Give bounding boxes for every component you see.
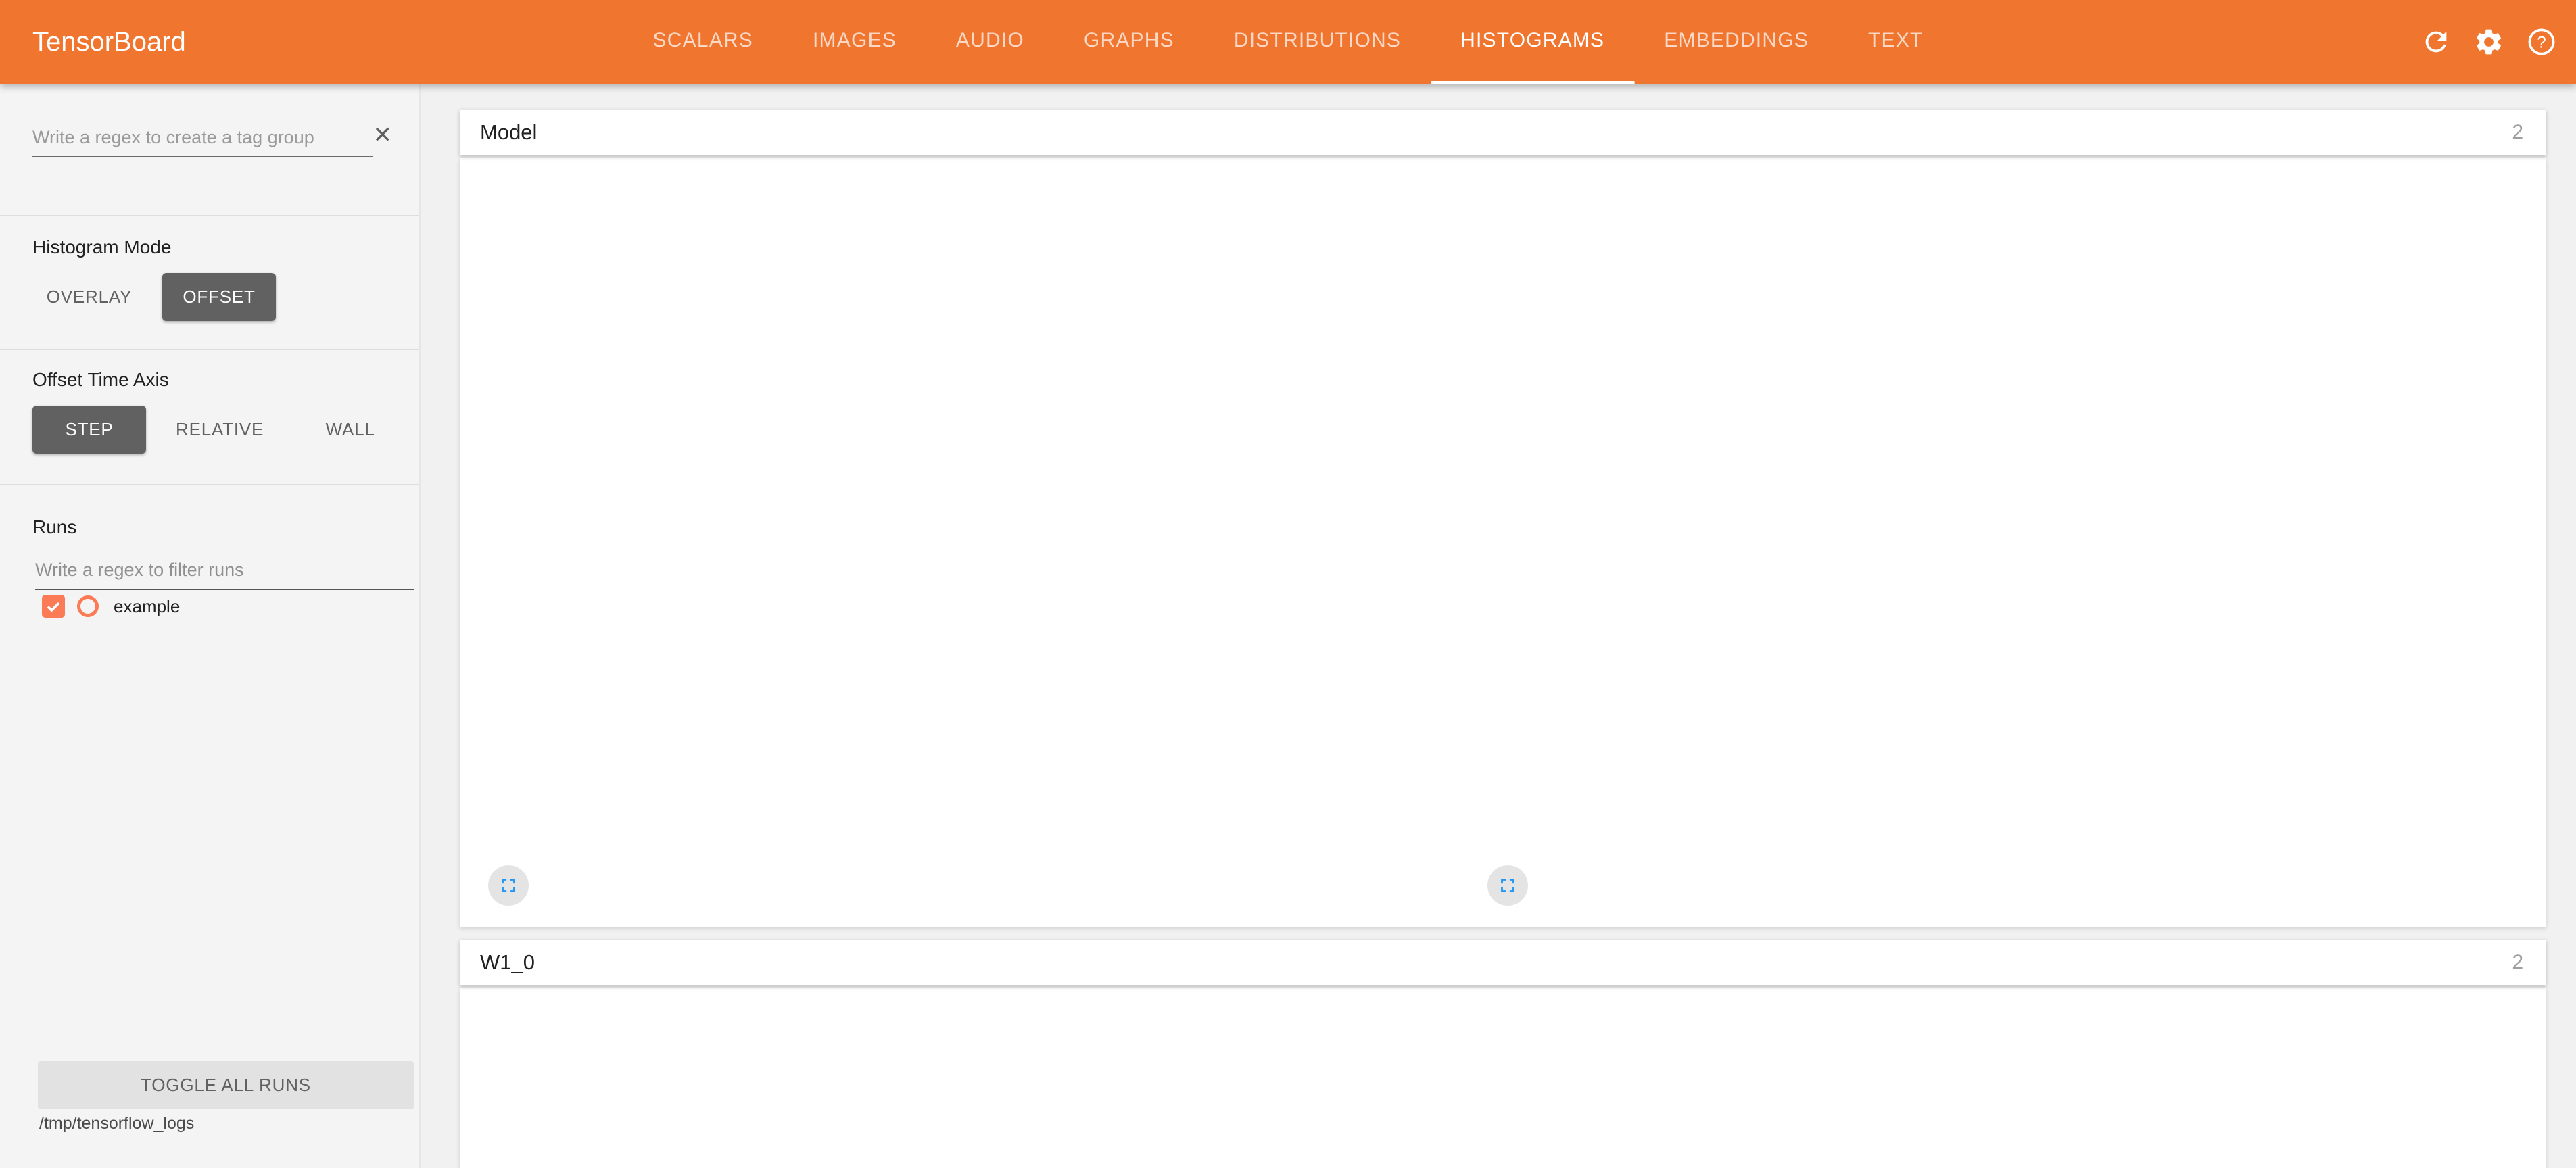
tab-audio[interactable]: AUDIO [955, 29, 1024, 51]
tab-graphs[interactable]: GRAPHS [1083, 29, 1174, 51]
histogram-mode-buttons: OVERLAY OFFSET [32, 273, 276, 321]
run-color-ring [77, 595, 99, 617]
tab-distributions[interactable]: DISTRIBUTIONS [1233, 29, 1402, 51]
fullscreen-button[interactable] [1487, 865, 1528, 906]
toggle-all-runs-button[interactable]: TOGGLE ALL RUNS [38, 1061, 414, 1109]
app-title: TensorBoard [32, 27, 186, 57]
mode-overlay-button[interactable]: OVERLAY [46, 287, 133, 307]
time-axis-relative-button[interactable]: RELATIVE [176, 419, 264, 439]
category-count-badge: 2 [2512, 951, 2523, 973]
tab-embeddings[interactable]: EMBEDDINGS [1664, 29, 1809, 51]
run-checkbox[interactable] [42, 595, 65, 618]
toolbar-actions: ? [2420, 0, 2557, 84]
tab-text[interactable]: TEXT [1867, 29, 1924, 51]
close-icon[interactable]: ✕ [373, 122, 393, 148]
refresh-icon[interactable] [2420, 26, 2452, 57]
fullscreen-icon [1501, 879, 1514, 892]
app-toolbar: TensorBoard SCALARS IMAGES AUDIO GRAPHS DIST… [0, 0, 2576, 84]
category-body-model [460, 158, 2546, 927]
runs-label: Runs [32, 516, 77, 537]
tab-histograms[interactable]: HISTOGRAMS [1431, 0, 1635, 84]
histogram-mode-label: Histogram Mode [32, 237, 172, 258]
run-name: example [114, 595, 181, 616]
divider [0, 215, 419, 216]
tab-scalars[interactable]: SCALARS [652, 29, 754, 51]
divider [0, 484, 419, 485]
divider [0, 349, 419, 350]
settings-gear-icon[interactable] [2473, 26, 2504, 57]
category-header-w1-0[interactable]: W1_0 2 [460, 940, 2546, 986]
time-axis-wall-button[interactable]: WALL [325, 419, 375, 439]
time-axis-step-button[interactable]: STEP [32, 406, 146, 454]
tab-images[interactable]: IMAGES [813, 29, 897, 51]
category-body-w1-0 [460, 988, 2546, 1168]
svg-text:?: ? [2537, 33, 2546, 51]
fullscreen-icon [502, 879, 515, 892]
log-directory-path: /tmp/tensorflow_logs [39, 1114, 195, 1133]
fullscreen-button[interactable] [488, 865, 529, 906]
sidebar: ✕ Histogram Mode OVERLAY OFFSET Offset Ti… [0, 84, 421, 1168]
mode-offset-button[interactable]: OFFSET [162, 273, 276, 321]
category-count-badge: 2 [2512, 121, 2523, 143]
category-header-model[interactable]: Model 2 [460, 110, 2546, 155]
category-title: Model [480, 120, 538, 144]
offset-time-axis-label: Offset Time Axis [32, 369, 169, 390]
dashboard-tabs: SCALARS IMAGES AUDIO GRAPHS DISTRIBUTIONS HIS… [623, 0, 1953, 84]
category-title: W1_0 [480, 950, 535, 974]
offset-time-axis-buttons: STEP RELATIVE WALL [32, 406, 407, 454]
tag-group-regex-input[interactable] [32, 122, 373, 157]
help-icon[interactable]: ? [2526, 26, 2557, 57]
run-row-example[interactable]: example [42, 595, 180, 618]
run-filter-input[interactable] [35, 554, 414, 590]
